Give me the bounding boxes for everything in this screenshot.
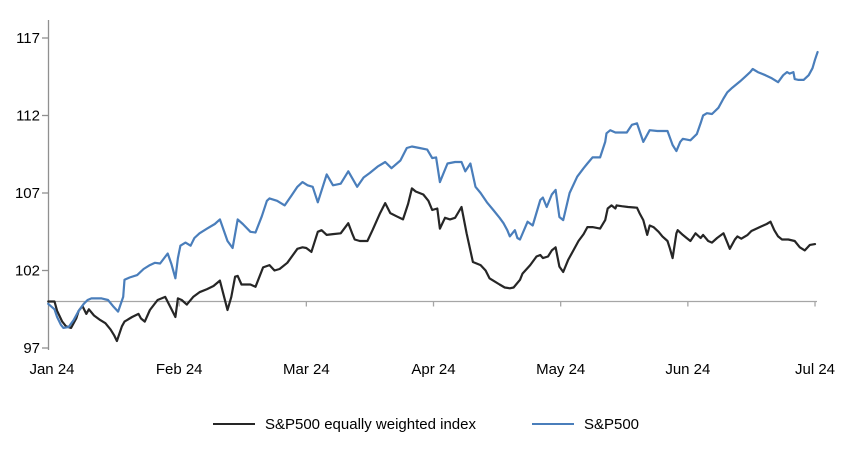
y-tick-label: 112 — [16, 108, 40, 125]
series-line-equal-weight — [47, 187, 817, 343]
y-tick-label: 117 — [16, 30, 40, 47]
legend-item-equal-weight: S&P500 equally weighted index — [212, 415, 476, 433]
x-tick-label: Jun 24 — [665, 361, 710, 378]
x-tick-label: Mar 24 — [283, 361, 330, 378]
x-tick-label: May 24 — [536, 361, 585, 378]
x-tick-label: Apr 24 — [411, 361, 455, 378]
legend-line-sample-sp500 — [531, 423, 574, 425]
x-tick-label: Feb 24 — [156, 361, 203, 378]
legend-line-sample-equal-weight — [212, 423, 255, 425]
x-tick-label: Jan 24 — [29, 361, 74, 378]
legend-item-sp500: S&P500 — [531, 415, 640, 433]
x-tick-label: Jul 24 — [795, 361, 835, 378]
y-tick-label: 102 — [15, 263, 40, 280]
chart-legend: S&P500 equally weighted index S&P500 — [0, 413, 852, 435]
chart-plot-area: 97 102 107 112 117 Jan 24 Feb 24 Mar 24 Apr 24 Ma… — [15, 20, 835, 378]
legend-label-sp500: S&P500 — [583, 415, 640, 433]
series-line-sp500 — [47, 50, 819, 329]
legend-label-equal-weight: S&P500 equally weighted index — [264, 415, 476, 433]
y-tick-label: 97 — [23, 340, 40, 357]
y-tick-label: 107 — [15, 185, 40, 202]
